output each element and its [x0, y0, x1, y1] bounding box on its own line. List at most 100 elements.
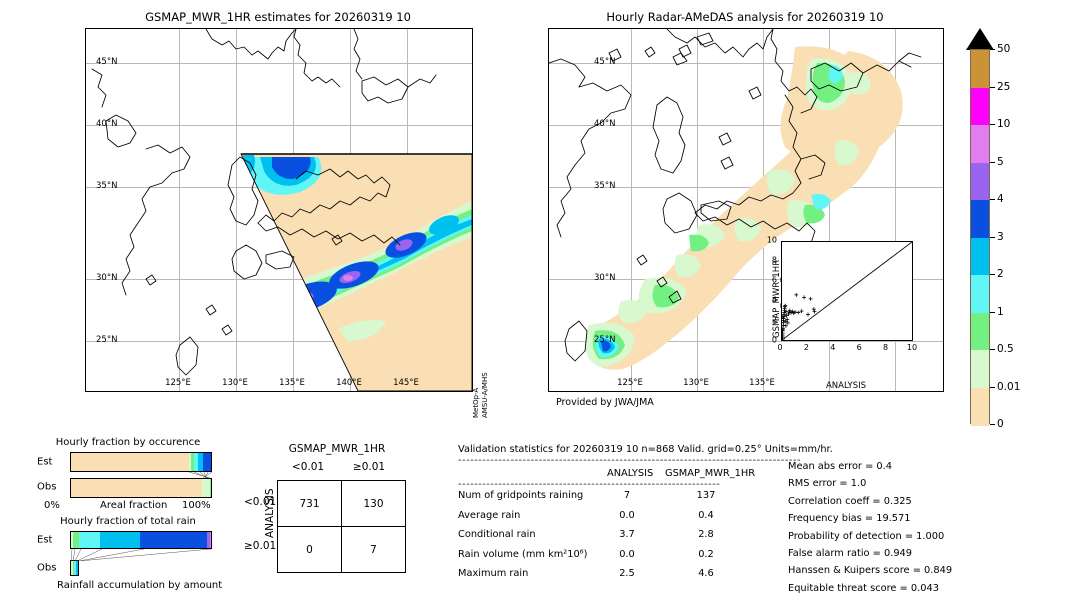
validation-score-line: Equitable threat score = 0.043: [788, 582, 939, 594]
validation-score-line: Hanssen & Kuipers score = 0.849: [788, 565, 953, 577]
occurrence-bar-est[interactable]: [70, 452, 212, 472]
colorbar-tickmark: [990, 386, 995, 388]
validation-score-line: Mean abs error = 0.4: [788, 461, 892, 472]
lon-tick-label: 130°E: [683, 378, 709, 388]
validation-row-analysis-value: 0.0: [619, 548, 635, 560]
scatter-x-tick: 2: [803, 343, 809, 352]
colorbar-tick-label: 0.01: [997, 380, 1021, 393]
scatter-point: [794, 292, 799, 297]
occurrence-row-label-est: Est: [37, 456, 53, 468]
scatter-x-tick: 0: [777, 343, 783, 352]
colorbar-tickmark: [990, 161, 995, 163]
map-gridline-lon: [829, 29, 830, 391]
scatter-point: [802, 295, 807, 300]
validation-row-analysis-value: 2.5: [619, 568, 635, 579]
occurrence-chart-title: Hourly fraction by occurence: [55, 437, 201, 448]
bar-segment: [201, 479, 210, 497]
lat-tick-label: 35°N: [96, 181, 118, 191]
lon-tick-label: 135°E: [749, 378, 775, 388]
map-gridline-lon: [631, 29, 632, 391]
radar-amedas-map[interactable]: [548, 28, 944, 392]
scatter-point: [782, 315, 785, 319]
bar-segment: [202, 453, 211, 471]
colorbar-tickmark: [990, 49, 995, 50]
scatter-point: [786, 312, 791, 316]
scatter-inset-plot[interactable]: [781, 241, 913, 341]
lat-tick-label: 45°N: [594, 57, 616, 67]
sensor-label-line1: MetOp-A: [472, 387, 480, 418]
bar-segment: [71, 532, 74, 548]
scatter-point: [783, 309, 788, 314]
table-row: 0 7: [277, 526, 406, 573]
validation-row-gsmap-value: 2.8: [698, 529, 714, 540]
scatter-y-tick: 6: [771, 275, 777, 285]
lat-tick-label: 45°N: [96, 57, 118, 67]
bar-segment: [71, 561, 73, 575]
occurrence-axis-title: Areal fraction: [100, 500, 168, 511]
colorbar-tickmark: [990, 424, 995, 425]
validation-row-gsmap-value: 0.4: [698, 509, 714, 521]
map-gridline-lon: [895, 29, 896, 391]
bar-segment: [209, 479, 211, 497]
colorbar-tick-label: 1: [997, 305, 1004, 318]
contingency-cell-false-alarm: 130: [341, 480, 406, 527]
occurrence-axis-min: 0%: [44, 500, 60, 511]
colorbar-segment: [971, 387, 989, 426]
sensor-label-line2: AMSU-A/MHS: [481, 372, 489, 418]
total-rain-chart-title: Hourly fraction of total rain: [60, 516, 196, 527]
scatter-y-tick: 0: [771, 335, 777, 345]
contingency-col-header-1: ≥0.01: [352, 461, 386, 473]
occurrence-bar-obs[interactable]: [70, 478, 212, 498]
map-gridline-lat: [86, 125, 472, 126]
bar-segment: [191, 453, 195, 471]
scatter-point: [796, 310, 801, 315]
total-rain-axis-title: Rainfall accumulation by amount: [57, 580, 223, 591]
occurrence-axis-max: 100%: [182, 500, 211, 511]
lat-tick-label: 30°N: [96, 273, 118, 283]
scatter-point: [783, 319, 788, 324]
total-rain-connector-lines: [70, 549, 212, 561]
map-gridline-lat: [86, 279, 472, 280]
table-row: 731 130: [277, 480, 406, 527]
bar-segment: [73, 561, 76, 575]
bar-segment: [188, 453, 192, 471]
validation-score-line: Frequency bias = 19.571: [788, 513, 911, 525]
colorbar-tick-label: 4: [997, 193, 1004, 205]
colorbar-segment: [971, 350, 989, 388]
validation-divider-mid: ----------------------------------------…: [458, 479, 721, 490]
contingency-table: 731 130 0 7: [277, 480, 406, 573]
scatter-point: [783, 323, 788, 328]
lon-tick-label: 125°E: [617, 378, 643, 388]
bar-segment: [194, 453, 198, 471]
total-rain-row-label-obs: Obs: [37, 562, 57, 574]
precipitation-colorbar[interactable]: [970, 49, 990, 426]
colorbar-tick-label: 5: [997, 155, 1004, 168]
validation-score-line: Probability of detection = 1.000: [788, 530, 945, 542]
scatter-point: [812, 309, 817, 314]
colorbar-tickmark: [990, 311, 995, 313]
bar-segment: [197, 453, 203, 471]
colorbar-tickmark: [990, 236, 995, 238]
colorbar-tickmark: [990, 274, 995, 275]
total-rain-bar-est[interactable]: [70, 531, 212, 549]
map-gridline-lat: [86, 63, 472, 64]
contingency-title: GSMAP_MWR_1HR: [288, 443, 386, 455]
bar-segment: [206, 532, 210, 548]
bar-segment: [209, 532, 211, 548]
right-panel-title: Hourly Radar-AMeDAS analysis for 2026031…: [606, 10, 884, 24]
scatter-point: [806, 312, 810, 317]
scatter-y-tick: 2: [771, 315, 777, 325]
lat-tick-label: 25°N: [594, 335, 616, 345]
validation-col-header-gsmap: GSMAP_MWR_1HR: [665, 468, 756, 479]
colorbar-tick-label: 10: [997, 118, 1011, 130]
colorbar-segment: [971, 275, 989, 313]
scatter-point: [811, 307, 816, 312]
gsmap-estimate-map[interactable]: [85, 28, 473, 392]
scatter-y-tick: 10: [766, 235, 777, 245]
bar-segment: [71, 479, 202, 497]
colorbar-arrow-icon: [966, 28, 994, 50]
total-rain-bar-obs[interactable]: [70, 560, 79, 576]
bar-segment: [73, 532, 79, 548]
colorbar-tick-label: 50: [997, 43, 1011, 55]
colorbar-tickmark: [990, 124, 995, 125]
